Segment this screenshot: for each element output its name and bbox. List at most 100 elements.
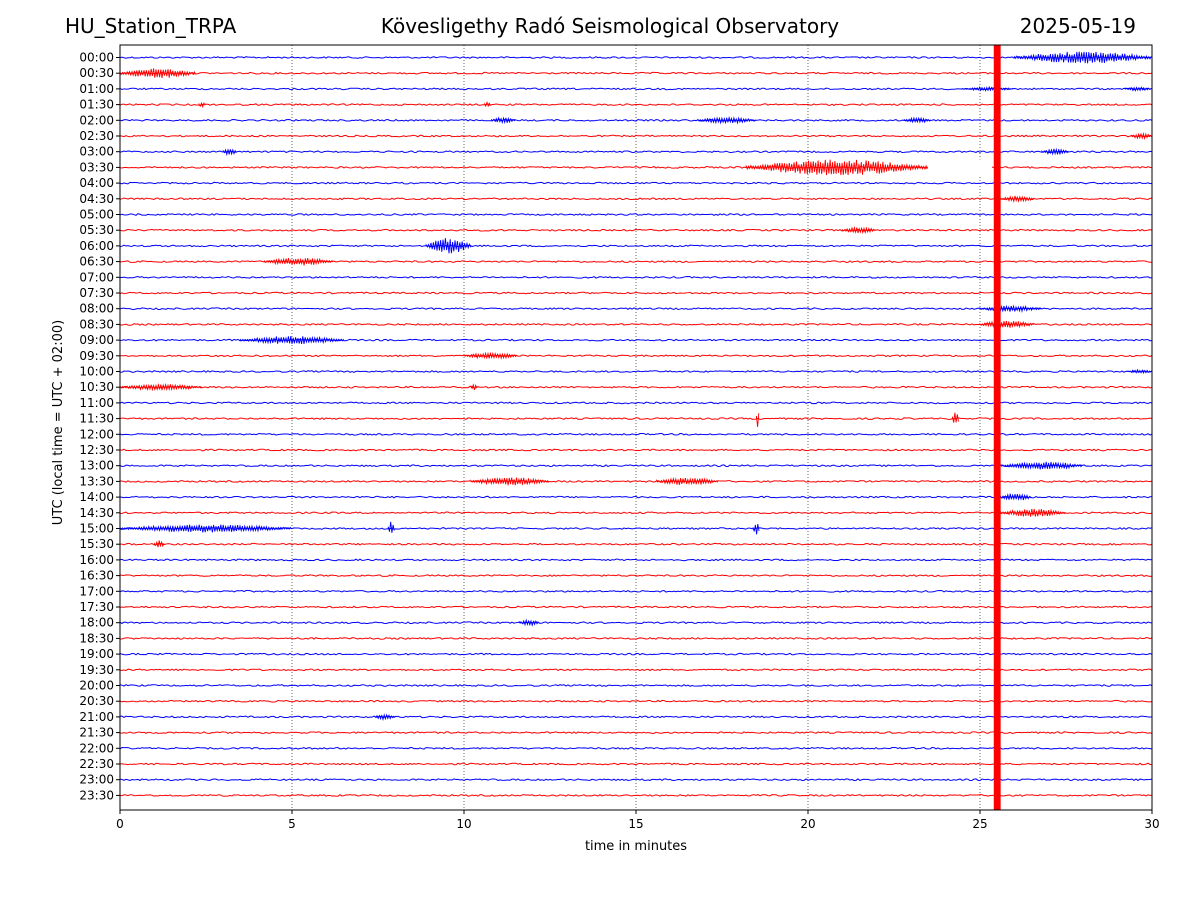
plot-frame	[119, 44, 1153, 811]
y-tick-label-1700: 17:00	[79, 584, 114, 598]
y-tick-label-0030: 00:30	[79, 66, 114, 80]
trace-0130	[119, 103, 1153, 106]
trace-2230	[119, 762, 1153, 766]
y-tick-label-1830: 18:30	[79, 631, 114, 645]
y-axis-label: UTC (local time = UTC + 02:00)	[51, 320, 66, 525]
y-tick-label-0330: 03:30	[79, 160, 114, 174]
date-title: 2025-05-19	[1019, 14, 1136, 38]
y-tick-label-0500: 05:00	[79, 208, 114, 222]
trace-1500	[119, 527, 1153, 530]
trace-0200	[119, 118, 1153, 122]
event-burst-1130-24	[755, 413, 760, 427]
trace-2100	[119, 715, 1153, 719]
trace-0600	[119, 244, 1153, 248]
event-burst-0300-11	[1041, 147, 1069, 156]
trace-1930	[119, 668, 1153, 672]
trace-1900	[119, 652, 1153, 656]
y-tick-label-0130: 01:30	[79, 98, 114, 112]
trace-1200	[119, 432, 1153, 436]
y-tick-label-1630: 16:30	[79, 569, 114, 583]
x-tick-label-20: 20	[800, 817, 815, 831]
trace-0500	[119, 213, 1153, 216]
event-burst-0200-8	[903, 116, 932, 124]
trace-0930	[119, 354, 1153, 358]
event-burst-1500-32	[387, 521, 395, 533]
trace-2130	[119, 731, 1153, 735]
y-tick-label-1000: 10:00	[79, 365, 114, 379]
x-tick-label-15: 15	[628, 817, 643, 831]
y-tick-label-0400: 04:00	[79, 176, 114, 190]
y-tick-label-1930: 19:30	[79, 663, 114, 677]
event-burst-1030-22	[119, 382, 202, 392]
y-tick-label-0230: 02:30	[79, 129, 114, 143]
trace-1430	[119, 511, 1153, 515]
trace-1730	[119, 605, 1153, 609]
trace-0000	[119, 56, 1153, 59]
y-tick-label-1300: 13:00	[79, 459, 114, 473]
trace-1330	[119, 480, 1153, 483]
trace-1130	[119, 417, 1153, 421]
event-burst-0600-15	[425, 238, 472, 254]
trace-2200	[119, 746, 1153, 750]
event-burst-0130-5	[484, 100, 491, 108]
y-tick-label-2300: 23:00	[79, 773, 114, 787]
event-burst-1330-27	[470, 476, 550, 486]
event-burst-0030-1	[119, 68, 196, 79]
event-burst-1030-23	[470, 383, 478, 390]
event-burst-0200-7	[697, 115, 756, 125]
trace-1630	[119, 574, 1153, 577]
trace-layer	[119, 56, 1153, 797]
event-burst-0630-16	[264, 257, 334, 266]
y-tick-label-0900: 09:00	[79, 333, 114, 347]
y-tick-label-1230: 12:30	[79, 443, 114, 457]
event-burst-1300-26	[1000, 461, 1083, 470]
trace-0230	[119, 134, 1153, 138]
y-tick-label-1400: 14:00	[79, 490, 114, 504]
event-burst-1500-33	[752, 524, 760, 535]
y-tick-label-1600: 16:00	[79, 553, 114, 567]
x-tick-label-30: 30	[1144, 817, 1159, 831]
event-burst-0100-3	[1124, 86, 1152, 92]
y-tick-label-0800: 08:00	[79, 302, 114, 316]
trace-0900	[119, 338, 1153, 342]
y-tick-label-1430: 14:30	[79, 506, 114, 520]
trace-0630	[119, 260, 1153, 263]
event-layer	[119, 45, 1153, 810]
x-tick-label-10: 10	[456, 817, 471, 831]
y-tick-label-1200: 12:00	[79, 427, 114, 441]
y-tick-label-1100: 11:00	[79, 396, 114, 410]
y-tick-label-1730: 17:30	[79, 600, 114, 614]
trace-2000	[119, 684, 1153, 687]
trace-0400	[119, 181, 1153, 185]
y-tick-label-2200: 22:00	[79, 741, 114, 755]
y-tick-label-1900: 19:00	[79, 647, 114, 661]
y-tick-label-1330: 13:30	[79, 474, 114, 488]
y-tick-label-0100: 01:00	[79, 82, 114, 96]
y-tick-label-0600: 06:00	[79, 239, 114, 253]
trace-1030	[119, 385, 1153, 389]
y-tick-label-2100: 21:00	[79, 710, 114, 724]
event-burst-2100-36	[374, 713, 396, 721]
y-tick-label-2330: 23:30	[79, 788, 114, 802]
event-burst-0100-2	[962, 85, 1014, 92]
event-burst-1500-31	[119, 524, 292, 533]
y-tick-label-0300: 03:00	[79, 145, 114, 159]
y-tick-label-0530: 05:30	[79, 223, 114, 237]
gap-layer	[928, 159, 991, 176]
event-burst-1530-34	[153, 540, 165, 548]
y-tick-label-0630: 06:30	[79, 255, 114, 269]
y-tick-label-2030: 20:30	[79, 694, 114, 708]
event-burst-1400-29	[1000, 493, 1031, 501]
y-tick-label-0000: 00:00	[79, 51, 114, 65]
event-burst-0930-20	[463, 351, 519, 360]
event-burst-0800-17	[979, 304, 1042, 313]
event-burst-0830-18	[979, 320, 1035, 329]
x-tick-label-0: 0	[116, 817, 124, 831]
x-axis-label: time in minutes	[585, 839, 687, 854]
event-burst-0330-12	[745, 159, 928, 176]
trace-0300	[119, 150, 1153, 154]
trace-0530	[119, 228, 1153, 232]
trace-1830	[119, 637, 1153, 640]
event-burst-0900-19	[239, 335, 344, 345]
trace-1600	[119, 558, 1153, 562]
